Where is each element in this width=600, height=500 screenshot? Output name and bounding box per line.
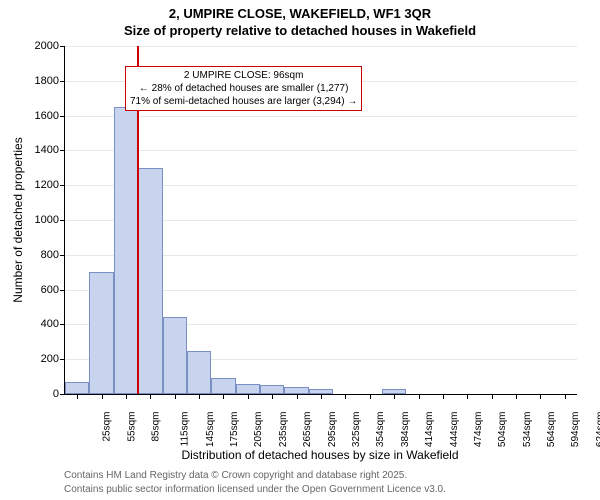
x-tick-label: 325sqm (351, 412, 362, 448)
histogram-chart: 2, UMPIRE CLOSE, WAKEFIELD, WF1 3QR Size… (0, 0, 600, 500)
annotation-line: ← 28% of detached houses are smaller (1,… (130, 82, 357, 95)
x-tick-label: 504sqm (497, 412, 508, 448)
y-tick-label: 600 (41, 284, 65, 296)
x-tick-label: 175sqm (229, 412, 240, 448)
annotation-box: 2 UMPIRE CLOSE: 96sqm← 28% of detached h… (125, 66, 362, 111)
x-axis-label: Distribution of detached houses by size … (181, 448, 458, 462)
annotation-line: 71% of semi-detached houses are larger (… (130, 95, 357, 108)
y-tick-label: 200 (41, 353, 65, 365)
x-tick-label: 564sqm (546, 412, 557, 448)
x-tick-label: 534sqm (522, 412, 533, 448)
x-tick-label: 474sqm (473, 412, 484, 448)
x-tick-mark (248, 394, 249, 399)
histogram-bar (163, 317, 187, 394)
annotation-line: 2 UMPIRE CLOSE: 96sqm (130, 69, 357, 82)
x-tick-mark (102, 394, 103, 399)
x-tick-mark (394, 394, 395, 399)
y-tick-label: 800 (41, 249, 65, 261)
histogram-bar (260, 385, 284, 394)
x-tick-label: 624sqm (595, 412, 600, 448)
histogram-bar (187, 351, 211, 395)
chart-title-address: 2, UMPIRE CLOSE, WAKEFIELD, WF1 3QR (0, 6, 600, 21)
grid-line (65, 116, 577, 117)
histogram-bar (236, 384, 260, 394)
x-tick-label: 145sqm (205, 412, 216, 448)
y-tick-label: 0 (53, 388, 65, 400)
x-tick-mark (223, 394, 224, 399)
y-tick-label: 1400 (35, 144, 65, 156)
y-tick-label: 1200 (35, 179, 65, 191)
x-tick-mark (516, 394, 517, 399)
x-tick-mark (419, 394, 420, 399)
y-tick-label: 1800 (35, 75, 65, 87)
y-tick-label: 1600 (35, 110, 65, 122)
x-tick-mark (345, 394, 346, 399)
x-tick-mark (540, 394, 541, 399)
histogram-bar (284, 387, 308, 394)
histogram-bar (89, 272, 113, 394)
x-tick-label: 55sqm (126, 412, 137, 442)
histogram-bar (114, 107, 138, 394)
x-tick-mark (443, 394, 444, 399)
x-tick-label: 414sqm (424, 412, 435, 448)
x-tick-mark (492, 394, 493, 399)
footnote-licence: Contains public sector information licen… (64, 484, 446, 495)
histogram-bar (65, 382, 89, 394)
chart-title-subtitle: Size of property relative to detached ho… (0, 23, 600, 38)
x-tick-mark (565, 394, 566, 399)
x-tick-mark (175, 394, 176, 399)
footnote-copyright: Contains HM Land Registry data © Crown c… (64, 470, 407, 481)
x-tick-label: 235sqm (278, 412, 289, 448)
x-tick-mark (370, 394, 371, 399)
histogram-bar (138, 168, 162, 394)
y-tick-label: 400 (41, 318, 65, 330)
x-tick-mark (199, 394, 200, 399)
y-tick-label: 1000 (35, 214, 65, 226)
x-tick-label: 384sqm (400, 412, 411, 448)
x-tick-label: 444sqm (449, 412, 460, 448)
grid-line (65, 150, 577, 151)
x-tick-mark (77, 394, 78, 399)
x-tick-mark (297, 394, 298, 399)
plot-area: 020040060080010001200140016001800200025s… (64, 46, 577, 395)
x-tick-label: 295sqm (327, 412, 338, 448)
x-tick-label: 205sqm (254, 412, 265, 448)
x-tick-mark (272, 394, 273, 399)
grid-line (65, 46, 577, 47)
y-axis-label: Number of detached properties (11, 137, 25, 302)
x-tick-label: 85sqm (150, 412, 161, 442)
x-tick-label: 594sqm (571, 412, 582, 448)
x-tick-label: 354sqm (375, 412, 386, 448)
histogram-bar (211, 378, 235, 394)
x-tick-label: 25sqm (102, 412, 113, 442)
x-tick-mark (126, 394, 127, 399)
x-tick-mark (321, 394, 322, 399)
x-tick-mark (150, 394, 151, 399)
x-tick-mark (467, 394, 468, 399)
x-tick-label: 115sqm (180, 412, 191, 447)
x-tick-label: 265sqm (302, 412, 313, 448)
y-tick-label: 2000 (35, 40, 65, 52)
